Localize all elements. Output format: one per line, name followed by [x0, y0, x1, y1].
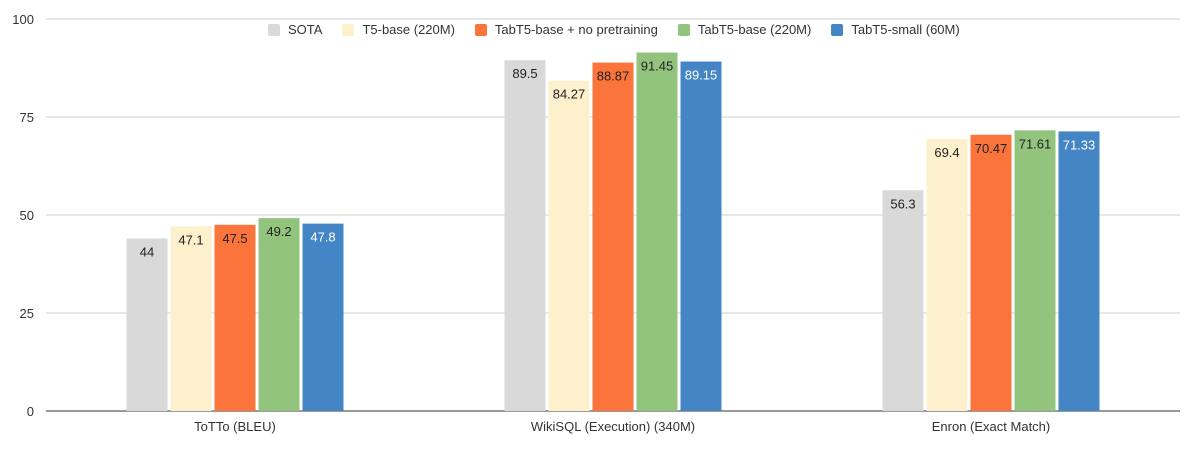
legend-label: SOTA — [288, 22, 323, 37]
legend-item-tabt5-no-pretraining: TabT5-base + no pretraining — [474, 22, 658, 37]
bar — [214, 224, 256, 411]
data-label: 71.61 — [1019, 136, 1052, 151]
bar — [970, 134, 1012, 411]
legend-swatch — [268, 23, 280, 36]
data-label: 91.45 — [641, 59, 674, 74]
legend-item-tabt5-base: TabT5-base (220M) — [677, 22, 812, 37]
data-label: 69.4 — [934, 145, 959, 160]
x-tick-label: Enron (Exact Match) — [932, 419, 1051, 434]
bar — [592, 62, 634, 411]
bar — [882, 190, 924, 411]
legend: SOTA T5-base (220M) TabT5-base + no pret… — [268, 22, 980, 37]
bar — [302, 223, 344, 411]
data-label: 88.87 — [597, 69, 630, 84]
bar — [126, 238, 168, 411]
bar — [548, 80, 590, 412]
data-label: 89.15 — [685, 68, 718, 83]
bar — [258, 218, 300, 411]
y-tick-label: 50 — [20, 208, 34, 223]
bar — [504, 60, 546, 411]
legend-label: TabT5-base + no pretraining — [494, 22, 658, 37]
y-tick-label: 100 — [12, 12, 34, 27]
y-tick-label: 25 — [20, 306, 34, 321]
bar — [1058, 131, 1100, 411]
bar — [1014, 130, 1056, 411]
x-axis-ticks: ToTTo (BLEU) WikiSQL (Execution) (340M) En… — [194, 419, 1050, 434]
data-label: 49.2 — [266, 224, 291, 239]
bar — [636, 52, 678, 412]
bar — [926, 138, 968, 411]
legend-item-sota: SOTA — [268, 22, 322, 37]
x-tick-label: ToTTo (BLEU) — [194, 419, 276, 434]
data-label: 84.27 — [553, 87, 586, 102]
bar — [680, 61, 722, 411]
y-axis-ticks: 0 25 50 75 100 — [12, 12, 34, 419]
data-label: 70.47 — [975, 141, 1008, 156]
bar — [170, 226, 212, 411]
legend-label: T5-base (220M) — [362, 22, 455, 37]
legend-swatch — [342, 23, 355, 36]
legend-label: TabT5-small (60M) — [851, 22, 960, 37]
bars — [126, 52, 1100, 412]
data-label: 71.33 — [1063, 137, 1096, 152]
legend-item-tabt5-small: TabT5-small (60M) — [831, 22, 960, 37]
data-label: 89.5 — [512, 66, 537, 81]
legend-swatch — [677, 23, 690, 36]
data-labels: 44 47.1 47.5 49.2 47.8 89.5 84.27 88.87 91.45 89.… — [140, 59, 1096, 260]
legend-item-t5-base: T5-base (220M) — [342, 22, 455, 37]
y-tick-label: 0 — [27, 404, 34, 419]
legend-swatch — [474, 23, 487, 36]
data-label: 47.8 — [310, 230, 335, 245]
legend-label: TabT5-base (220M) — [697, 22, 812, 37]
data-label: 47.1 — [178, 232, 203, 247]
data-label: 47.5 — [222, 231, 247, 246]
data-label: 56.3 — [890, 196, 915, 211]
x-tick-label: WikiSQL (Execution) (340M) — [531, 419, 695, 434]
legend-swatch — [831, 23, 844, 36]
y-tick-label: 75 — [20, 110, 34, 125]
data-label: 44 — [140, 245, 154, 260]
